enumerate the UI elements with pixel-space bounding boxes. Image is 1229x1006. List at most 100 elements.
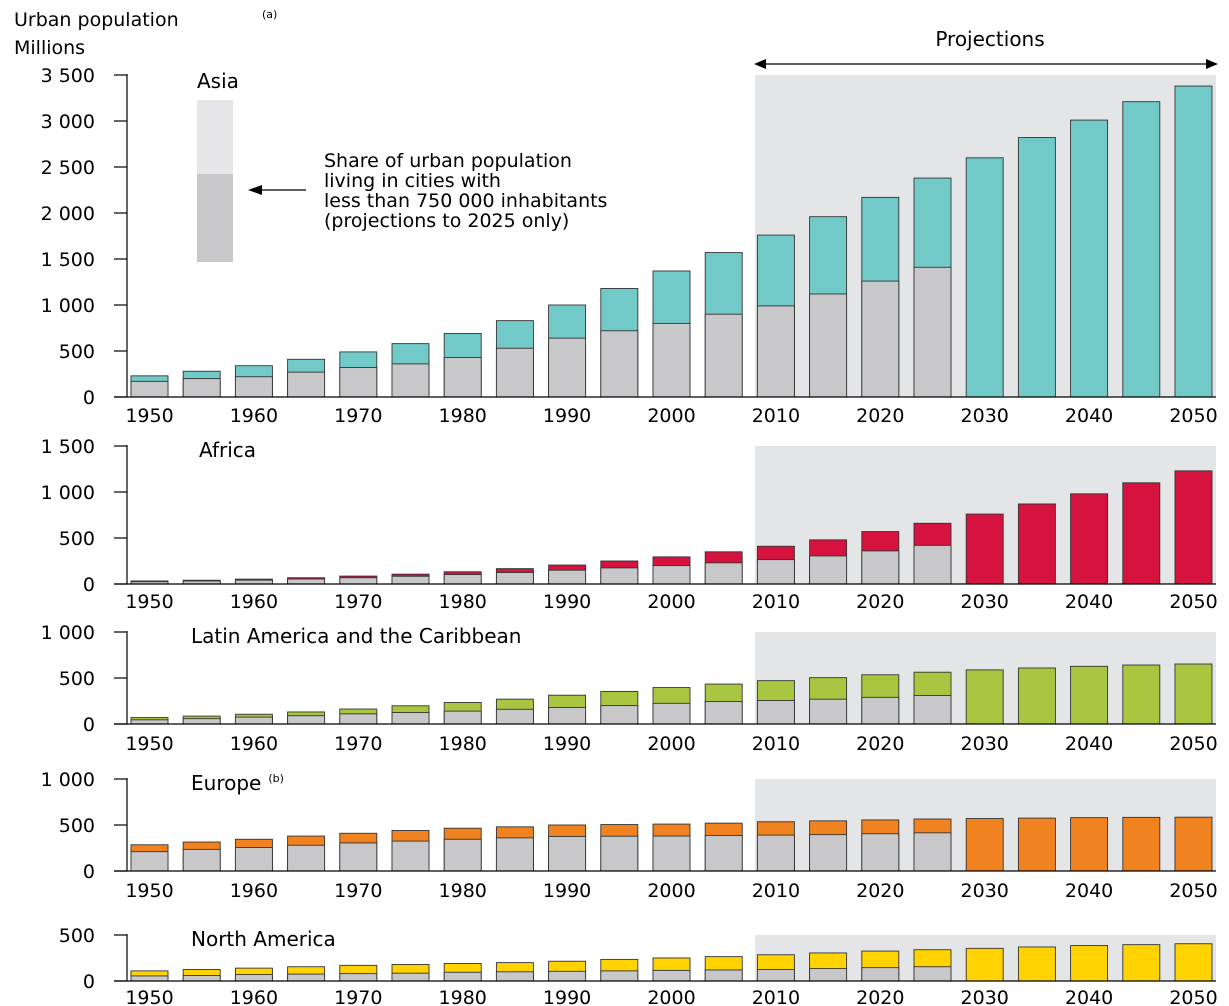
- y-tick-label: 2 500: [41, 157, 95, 179]
- bar-small-cities-2000: [652, 322, 691, 398]
- bar-small-cities-1985: [495, 347, 534, 398]
- bar-total-2035: [1017, 137, 1056, 398]
- y-tick-label: 2 000: [41, 203, 95, 225]
- x-tick-label: 1950: [125, 880, 173, 902]
- panel-title: Africa: [199, 438, 256, 462]
- x-tick-label: 1990: [543, 591, 591, 613]
- bar-small-cities-1960: [234, 376, 273, 398]
- bar-total-2035: [1017, 817, 1056, 872]
- y-tick-label: 1 000: [41, 622, 95, 644]
- bar-small-cities-1965: [287, 973, 326, 982]
- bar-small-cities-2020: [861, 280, 900, 398]
- panel-title: North America: [191, 927, 336, 951]
- bar-small-cities-1985: [495, 708, 534, 725]
- x-tick-label: 2010: [752, 733, 800, 755]
- y-tick-label: 0: [83, 387, 95, 409]
- x-tick-label: 2000: [647, 880, 695, 902]
- bar-small-cities-1985: [495, 971, 534, 982]
- bar-small-cities-1955: [182, 975, 221, 982]
- x-tick-label: 2050: [1169, 987, 1217, 1006]
- bar-small-cities-1950: [130, 975, 169, 982]
- legend-text-line-1: Share of urban population: [324, 150, 572, 172]
- x-tick-label: 1980: [439, 405, 487, 427]
- x-tick-label: 2030: [961, 591, 1009, 613]
- panel-title: Latin America and the Caribbean: [191, 624, 521, 648]
- x-tick-label: 2010: [752, 405, 800, 427]
- panel-title: Europe: [191, 771, 261, 795]
- bar-total-2045: [1122, 664, 1161, 725]
- bar-small-cities-1955: [182, 848, 221, 872]
- x-tick-label: 2010: [752, 987, 800, 1006]
- x-tick-label: 2010: [752, 880, 800, 902]
- x-tick-label: 2040: [1065, 987, 1113, 1006]
- x-tick-label: 1950: [125, 987, 173, 1006]
- bar-total-2045: [1122, 101, 1161, 398]
- bar-small-cities-1980: [443, 356, 482, 398]
- legend-swatch-total: [197, 100, 233, 174]
- bar-small-cities-2015: [809, 293, 848, 398]
- bar-small-cities-2005: [704, 562, 743, 585]
- y-tick-label: 500: [59, 341, 95, 363]
- panel-africa: 0 500 1 000 1 500 1950 1960 1970 1980 1990 2000 20…: [41, 436, 1218, 613]
- y-axis-label-superscript: (a): [262, 8, 277, 21]
- bar-small-cities-1975: [391, 575, 430, 585]
- bar-small-cities-1950: [130, 851, 169, 872]
- panel-title-superscript: (b): [268, 772, 284, 785]
- bar-small-cities-1995: [600, 835, 639, 872]
- x-tick-label: 1960: [230, 880, 278, 902]
- x-tick-label: 1960: [230, 405, 278, 427]
- legend: Share of urban population living in citi…: [197, 100, 607, 262]
- x-tick-label: 1950: [125, 405, 173, 427]
- bar-total-2050: [1174, 943, 1213, 982]
- bar-small-cities-1965: [287, 844, 326, 872]
- bar-total-2050: [1174, 85, 1213, 398]
- bar-small-cities-2010: [756, 559, 795, 585]
- bar-small-cities-2005: [704, 969, 743, 982]
- bar-small-cities-1970: [339, 367, 378, 398]
- bar-total-2045: [1122, 482, 1161, 585]
- bar-total-2035: [1017, 667, 1056, 725]
- bar-small-cities-2015: [809, 968, 848, 982]
- x-tick-label: 2020: [856, 591, 904, 613]
- bar-small-cities-2005: [704, 313, 743, 398]
- bar-small-cities-2005: [704, 835, 743, 872]
- bar-small-cities-1965: [287, 715, 326, 725]
- bar-small-cities-2010: [756, 700, 795, 725]
- x-tick-label: 1970: [334, 405, 382, 427]
- bar-small-cities-1965: [287, 371, 326, 398]
- y-tick-label: 0: [83, 714, 95, 736]
- bar-total-2030: [965, 818, 1004, 872]
- bar-small-cities-1995: [600, 970, 639, 982]
- bar-small-cities-1950: [130, 380, 169, 398]
- panel-europe: 0 500 1 000 1950 1960 1970 1980 1990 2000 2010 202…: [41, 769, 1218, 902]
- bar-small-cities-2025: [913, 832, 952, 872]
- x-tick-label: 1970: [334, 733, 382, 755]
- bar-small-cities-2010: [756, 305, 795, 398]
- x-tick-label: 2040: [1065, 880, 1113, 902]
- x-tick-label: 1960: [230, 591, 278, 613]
- bar-small-cities-1980: [443, 838, 482, 872]
- bar-small-cities-1995: [600, 330, 639, 398]
- bar-small-cities-2010: [756, 969, 795, 982]
- bar-small-cities-2025: [913, 966, 952, 982]
- x-tick-label: 2030: [961, 733, 1009, 755]
- bar-small-cities-2000: [652, 835, 691, 872]
- bar-small-cities-1975: [391, 840, 430, 872]
- bar-small-cities-1955: [182, 378, 221, 398]
- bar-total-2040: [1070, 817, 1109, 872]
- x-tick-label: 1980: [439, 880, 487, 902]
- x-tick-label: 2000: [647, 987, 695, 1006]
- bar-small-cities-1990: [548, 970, 587, 982]
- bar-small-cities-2000: [652, 969, 691, 982]
- bar-total-2040: [1070, 119, 1109, 398]
- bar-small-cities-2020: [861, 550, 900, 585]
- x-tick-label: 1950: [125, 591, 173, 613]
- bar-small-cities-1965: [287, 578, 326, 585]
- bar-small-cities-1990: [548, 337, 587, 398]
- bar-small-cities-1990: [548, 569, 587, 585]
- y-tick-label: 500: [59, 528, 95, 550]
- bar-small-cities-1990: [548, 706, 587, 725]
- bar-total-2040: [1070, 945, 1109, 982]
- x-tick-label: 1960: [230, 987, 278, 1006]
- x-tick-label: 2000: [647, 405, 695, 427]
